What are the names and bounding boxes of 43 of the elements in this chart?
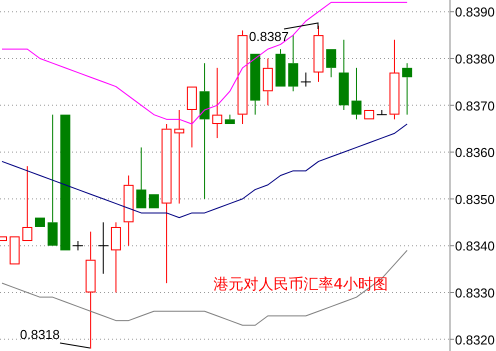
candlestick <box>34 218 45 227</box>
candlestick <box>402 62 412 116</box>
candlestick <box>86 231 96 350</box>
candlestick <box>162 124 172 284</box>
candlestick <box>250 54 260 116</box>
candlestick <box>48 114 58 246</box>
candlestick <box>276 48 286 87</box>
candlestick <box>314 25 324 82</box>
candlestick <box>212 67 222 139</box>
annotation: 0.8387 <box>249 29 289 44</box>
candlestick <box>10 236 20 264</box>
candlestick <box>186 86 197 148</box>
line-series <box>2 2 408 125</box>
y-tick-label: 0.8360 <box>455 145 495 160</box>
y-tick-label: 0.8340 <box>455 238 495 254</box>
candlestick <box>262 58 273 106</box>
y-tick-label: 0.8390 <box>455 4 495 20</box>
candlestick <box>389 39 400 120</box>
candlestick <box>224 114 235 124</box>
y-tick-label: 0.8370 <box>455 98 495 114</box>
annotation: 0.8318 <box>20 327 60 342</box>
candlestick <box>148 194 159 208</box>
candlestick <box>200 62 210 200</box>
candlestick <box>238 30 248 125</box>
candlestick <box>22 166 32 242</box>
candlestick <box>288 34 298 92</box>
candlestick <box>124 175 134 246</box>
candlestick <box>351 67 362 120</box>
candlestick <box>364 110 374 120</box>
line-series <box>2 250 408 326</box>
text: 港元对人民币汇率4小时图 <box>213 275 388 293</box>
y-tick-label: 0.8380 <box>455 52 495 66</box>
candlestick <box>110 222 121 293</box>
line-series <box>2 124 408 218</box>
candlestick <box>326 49 336 78</box>
y-tick-label: 0.8330 <box>455 286 495 300</box>
candlestick <box>98 222 109 274</box>
candlestick <box>136 146 146 208</box>
candlestick <box>174 109 184 204</box>
y-tick-label: 0.8350 <box>455 192 495 207</box>
candlestick <box>60 114 70 250</box>
y-tick-label: 0.8320 <box>455 332 495 348</box>
candlestick <box>338 39 349 110</box>
